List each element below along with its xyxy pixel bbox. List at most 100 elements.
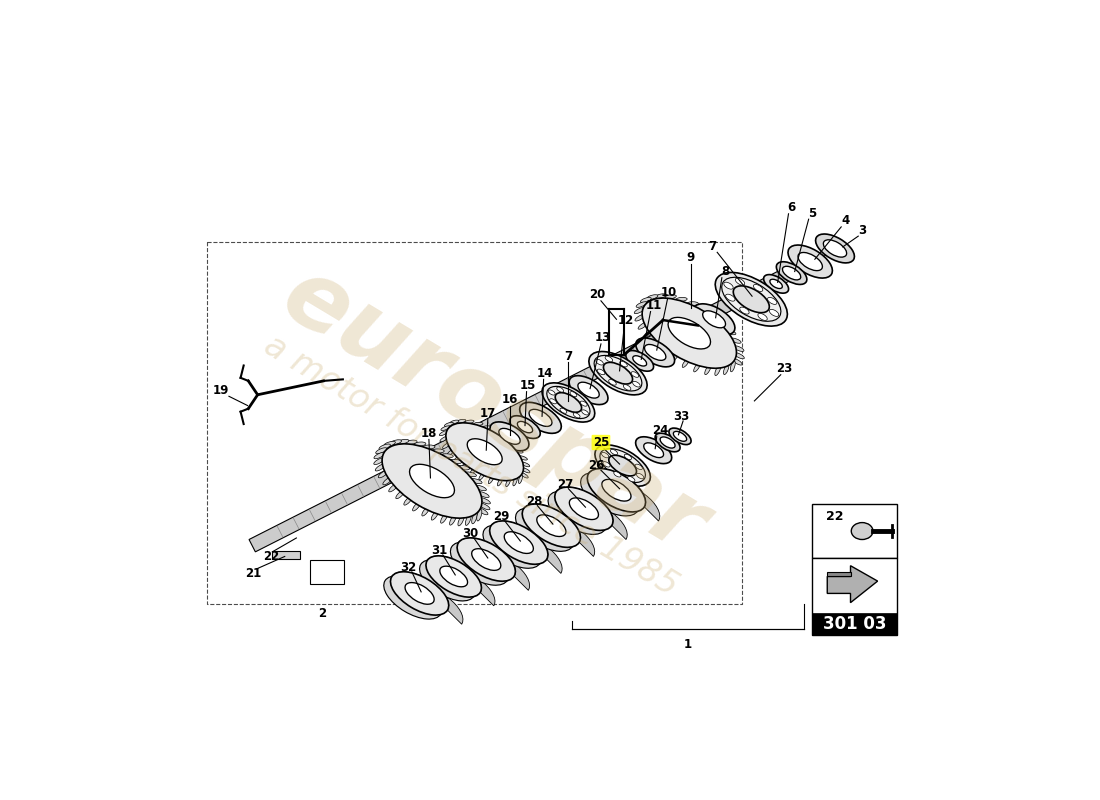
Ellipse shape [456, 419, 466, 423]
Ellipse shape [632, 382, 640, 387]
Polygon shape [459, 538, 529, 590]
Ellipse shape [491, 422, 529, 450]
Text: 1: 1 [684, 638, 692, 650]
Ellipse shape [660, 346, 669, 354]
Ellipse shape [483, 426, 492, 429]
Ellipse shape [636, 302, 647, 307]
Text: 12: 12 [617, 314, 634, 327]
Ellipse shape [656, 434, 680, 452]
Ellipse shape [708, 314, 719, 318]
Ellipse shape [375, 464, 386, 471]
Ellipse shape [581, 473, 639, 516]
Ellipse shape [483, 525, 541, 568]
Ellipse shape [446, 423, 524, 481]
Ellipse shape [518, 456, 527, 460]
Ellipse shape [464, 420, 474, 423]
Polygon shape [392, 572, 463, 624]
Ellipse shape [476, 510, 482, 521]
Ellipse shape [442, 442, 450, 449]
Text: 6: 6 [788, 201, 795, 214]
Ellipse shape [488, 475, 494, 484]
Ellipse shape [782, 266, 801, 280]
Ellipse shape [619, 362, 627, 367]
Ellipse shape [440, 566, 467, 586]
Text: 7: 7 [564, 350, 572, 362]
Ellipse shape [596, 359, 604, 365]
Ellipse shape [715, 273, 788, 326]
Ellipse shape [673, 431, 686, 442]
Ellipse shape [472, 549, 500, 570]
Ellipse shape [472, 512, 477, 524]
Ellipse shape [509, 416, 540, 438]
Ellipse shape [497, 478, 503, 486]
Ellipse shape [480, 498, 491, 504]
Ellipse shape [594, 355, 642, 391]
Ellipse shape [440, 436, 448, 442]
Ellipse shape [470, 468, 476, 475]
Text: 3: 3 [858, 224, 866, 238]
Polygon shape [827, 566, 878, 602]
Ellipse shape [421, 506, 430, 516]
Ellipse shape [514, 449, 524, 453]
Ellipse shape [715, 365, 720, 375]
Ellipse shape [730, 338, 741, 343]
Ellipse shape [450, 420, 459, 424]
Bar [812, 558, 896, 635]
Ellipse shape [734, 353, 745, 359]
Ellipse shape [492, 430, 502, 434]
Text: 5: 5 [807, 206, 816, 219]
Ellipse shape [610, 450, 617, 454]
Ellipse shape [597, 369, 605, 374]
Text: 19: 19 [213, 384, 230, 397]
Ellipse shape [758, 314, 768, 321]
Ellipse shape [382, 444, 482, 518]
Ellipse shape [422, 445, 435, 449]
Ellipse shape [635, 314, 645, 321]
Ellipse shape [458, 538, 516, 582]
Ellipse shape [441, 454, 453, 458]
Ellipse shape [628, 477, 635, 482]
Ellipse shape [642, 298, 737, 368]
Ellipse shape [608, 379, 616, 385]
Ellipse shape [516, 508, 574, 551]
Ellipse shape [608, 455, 637, 476]
Ellipse shape [384, 442, 395, 446]
Ellipse shape [477, 508, 488, 514]
Text: 26: 26 [588, 459, 605, 472]
Ellipse shape [588, 351, 647, 395]
Ellipse shape [726, 294, 735, 301]
Ellipse shape [517, 422, 532, 433]
Ellipse shape [666, 294, 676, 298]
Ellipse shape [465, 514, 471, 526]
Ellipse shape [378, 470, 388, 478]
Text: 22: 22 [826, 510, 844, 522]
Ellipse shape [397, 439, 409, 444]
Ellipse shape [557, 387, 563, 392]
Ellipse shape [725, 330, 736, 334]
Ellipse shape [632, 356, 647, 366]
Ellipse shape [441, 426, 450, 430]
Ellipse shape [500, 436, 509, 439]
Ellipse shape [547, 386, 590, 418]
Ellipse shape [570, 392, 576, 397]
Ellipse shape [636, 437, 672, 464]
Bar [310, 559, 344, 584]
Ellipse shape [554, 487, 613, 530]
Ellipse shape [602, 453, 608, 458]
Ellipse shape [640, 298, 651, 302]
Ellipse shape [414, 442, 426, 446]
Ellipse shape [374, 452, 385, 458]
Ellipse shape [412, 502, 421, 511]
Ellipse shape [409, 464, 454, 498]
Ellipse shape [614, 472, 622, 477]
Ellipse shape [645, 345, 665, 360]
Ellipse shape [734, 346, 744, 351]
Ellipse shape [379, 444, 390, 450]
Ellipse shape [656, 294, 667, 298]
Polygon shape [249, 258, 811, 552]
Ellipse shape [450, 514, 456, 525]
Ellipse shape [851, 522, 873, 539]
Ellipse shape [542, 383, 595, 422]
Ellipse shape [431, 510, 439, 520]
Ellipse shape [537, 515, 565, 537]
